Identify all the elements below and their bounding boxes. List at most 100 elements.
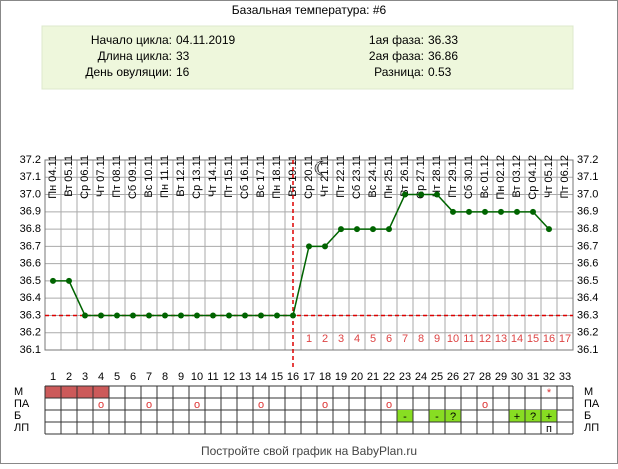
x-date-label: Ср 06.11 [79,155,91,199]
y-tick-label: 36.1 [20,344,41,356]
filled-cell [45,386,61,398]
x-day-label: 19 [335,371,347,383]
luteal-day: 17 [559,333,571,345]
point [98,312,104,319]
x-date-label: Сб 30.11 [463,155,475,199]
luteal-day: 13 [495,333,507,345]
point [354,226,360,233]
y-tick-label-right: 36.6 [577,258,598,270]
y-tick-label: 36.5 [20,275,41,287]
cell-mark: о [322,399,328,411]
x-date-label: Пт 06.12 [559,155,571,199]
info-value: 04.11.2019 [176,33,235,47]
x-date-label: Вс 01.12 [479,155,491,198]
cell-mark: о [146,399,152,411]
x-day-label: 25 [431,371,443,383]
point [546,226,552,233]
point [482,208,488,215]
point [290,312,296,319]
row-label-right: М [584,386,593,398]
point [242,312,248,319]
luteal-day: 1 [306,333,312,345]
x-day-label: 9 [178,371,184,383]
point [210,312,216,319]
point [386,226,392,233]
row-label: Б [14,410,21,422]
filled-cell [397,410,413,422]
cell-mark: о [482,399,488,411]
y-tick-label: 37.0 [20,188,41,200]
luteal-day: 6 [386,333,392,345]
cell-mark: - [435,411,439,423]
cell-mark: * [547,387,552,399]
info-value: 33 [176,49,190,63]
x-day-label: 29 [495,371,507,383]
x-date-label: Вт 03.12 [511,155,523,198]
x-date-label: Чт 07.11 [95,155,107,197]
point [418,191,424,198]
luteal-day: 4 [354,333,360,345]
x-date-label: Сб 23.11 [351,155,363,199]
luteal-day: 3 [338,333,344,345]
x-date-label: Пт 15.11 [223,155,235,198]
filled-cell [61,386,77,398]
luteal-day: 9 [434,333,440,345]
x-date-label: Пт 08.11 [111,155,123,198]
x-day-label: 26 [447,371,459,383]
point [434,191,440,198]
x-date-label: Вс 10.11 [143,155,155,198]
x-day-label: 28 [479,371,491,383]
info-value: 0.53 [428,65,452,79]
x-date-label: Чт 05.12 [543,155,555,198]
y-tick-label-right: 36.7 [577,240,598,252]
row-label: ПА [14,398,30,410]
x-date-label: Вт 26.11 [399,155,411,197]
x-day-label: 1 [50,371,56,383]
x-day-label: 23 [399,371,411,383]
x-date-label: Пн 02.12 [495,155,507,200]
y-tick-label-right: 37.2 [577,154,598,166]
luteal-day: 14 [511,333,523,345]
luteal-day: 15 [527,333,539,345]
cell-mark: п [546,423,552,435]
point [514,208,520,215]
x-day-label: 13 [239,371,251,383]
x-day-label: 32 [543,371,555,383]
filled-cell [509,410,525,422]
x-day-label: 17 [303,371,315,383]
point [146,312,152,319]
footer: Постройте свой график на BabyPlan.ru [201,444,417,458]
info-box [41,25,574,90]
x-day-label: 22 [383,371,395,383]
y-tick-label-right: 36.2 [577,327,598,339]
y-tick-label-right: 37.0 [577,188,598,200]
point [498,208,504,215]
point [194,312,200,319]
x-day-label: 5 [114,371,120,383]
x-date-label: Вт 05.11 [63,155,75,197]
info-value: 36.33 [428,33,458,47]
cell-mark: + [546,411,552,423]
luteal-day: 2 [322,333,328,345]
x-date-label: Ср 04.12 [527,155,539,200]
x-day-label: 4 [98,371,104,383]
y-tick-label-right: 36.3 [577,309,598,321]
x-date-label: Ср 20.11 [303,155,315,199]
point [162,312,168,319]
filled-cell [445,410,461,422]
y-tick-label: 36.4 [20,292,41,304]
y-tick-label: 36.8 [20,223,41,235]
x-date-label: Вс 24.11 [367,155,379,198]
point [306,243,312,250]
cell-mark: о [258,399,264,411]
cell-mark: ? [450,411,456,423]
y-tick-label: 37.2 [20,154,41,166]
filled-cell [429,410,445,422]
x-day-label: 30 [511,371,523,383]
y-tick-label-right: 37.1 [577,171,598,183]
point [370,226,376,233]
y-tick-label: 36.6 [20,258,41,270]
info-label: 1ая фаза: [369,33,424,47]
luteal-day: 10 [447,333,459,345]
